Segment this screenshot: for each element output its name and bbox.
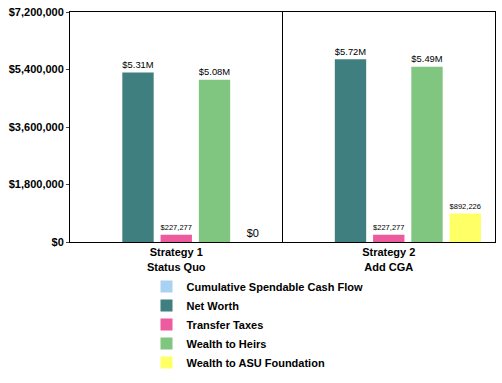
svg-text:$3,600,000: $3,600,000 — [9, 121, 64, 133]
svg-text:$227,277: $227,277 — [373, 223, 404, 232]
svg-text:$5,400,000: $5,400,000 — [9, 63, 64, 75]
svg-text:$5.08M: $5.08M — [199, 66, 230, 77]
svg-text:$5.72M: $5.72M — [335, 46, 366, 57]
svg-text:$0: $0 — [247, 227, 259, 239]
svg-text:Wealth to Heirs: Wealth to Heirs — [187, 338, 267, 350]
svg-text:$5.49M: $5.49M — [411, 53, 442, 64]
svg-text:$892,226: $892,226 — [450, 202, 481, 211]
svg-text:$1,800,000: $1,800,000 — [9, 178, 64, 190]
svg-text:Strategy 2Add CGA: Strategy 2Add CGA — [362, 246, 415, 272]
svg-text:$0: $0 — [52, 236, 64, 248]
svg-text:Wealth to ASU Foundation: Wealth to ASU Foundation — [187, 357, 325, 369]
svg-text:$227,277: $227,277 — [161, 223, 192, 232]
svg-text:Transfer Taxes: Transfer Taxes — [187, 319, 264, 331]
svg-text:Cumulative Spendable Cash Flow: Cumulative Spendable Cash Flow — [187, 281, 363, 293]
svg-text:$5.31M: $5.31M — [122, 59, 153, 70]
svg-text:Net Worth: Net Worth — [187, 300, 240, 312]
svg-text:$7,200,000: $7,200,000 — [9, 6, 64, 18]
svg-text:Strategy 1Status Quo: Strategy 1Status Quo — [147, 246, 206, 272]
